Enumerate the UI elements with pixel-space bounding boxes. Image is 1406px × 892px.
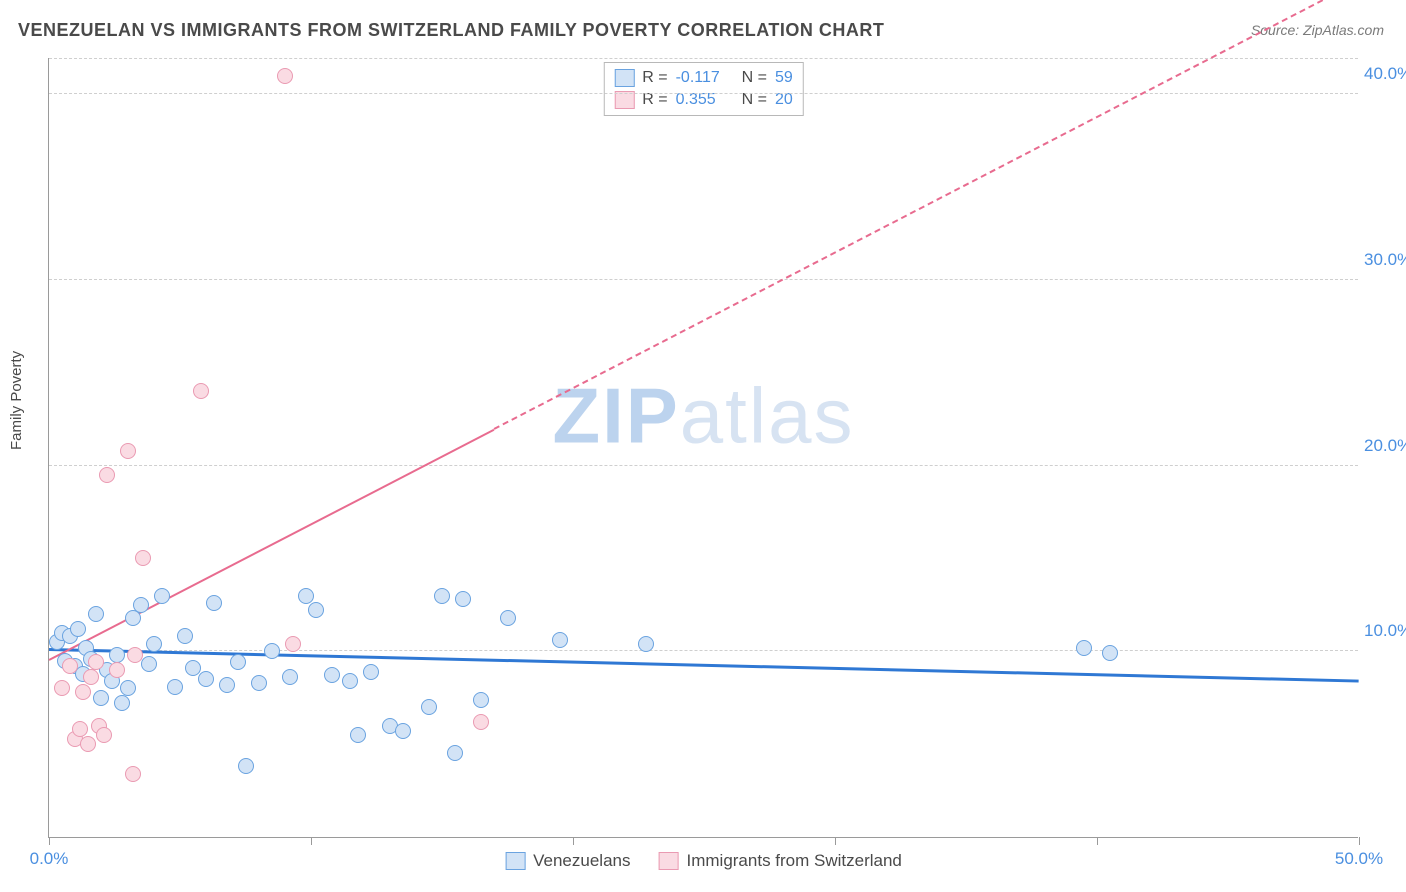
data-point [455, 591, 471, 607]
gridline [49, 58, 1358, 59]
data-point [230, 654, 246, 670]
data-point [125, 766, 141, 782]
plot-area: ZIPatlas R =-0.117N =59R =0.355N =20 Ven… [48, 58, 1358, 838]
data-point [552, 632, 568, 648]
data-point [88, 606, 104, 622]
data-point [135, 550, 151, 566]
data-point [120, 443, 136, 459]
data-point [308, 602, 324, 618]
data-point [167, 679, 183, 695]
watermark-part2: atlas [680, 372, 855, 460]
gridline [49, 93, 1358, 94]
data-point [324, 667, 340, 683]
data-point [434, 588, 450, 604]
y-tick-label: 30.0% [1364, 250, 1406, 270]
data-point [120, 680, 136, 696]
legend-row: R = -0.117 N = 59 [614, 67, 792, 89]
data-point [109, 647, 125, 663]
data-point [70, 621, 86, 637]
data-point [298, 588, 314, 604]
legend-n-label: N = [742, 69, 767, 87]
y-tick-label: 40.0% [1364, 64, 1406, 84]
data-point [62, 658, 78, 674]
chart-title: VENEZUELAN VS IMMIGRANTS FROM SWITZERLAN… [18, 20, 884, 41]
data-point [1076, 640, 1092, 656]
legend-r-label: R = [642, 69, 667, 87]
data-point [80, 736, 96, 752]
data-point [500, 610, 516, 626]
data-point [114, 695, 130, 711]
data-point [638, 636, 654, 652]
data-point [193, 383, 209, 399]
gridline [49, 650, 1358, 651]
y-axis-label: Family Poverty [8, 351, 25, 450]
data-point [83, 669, 99, 685]
correlation-legend: R =-0.117N =59R =0.355N =20 [603, 62, 803, 116]
y-tick-label: 10.0% [1364, 621, 1406, 641]
x-tick [573, 837, 574, 845]
legend-label: Immigrants from Switzerland [686, 851, 901, 871]
data-point [282, 669, 298, 685]
x-tick [1359, 837, 1360, 845]
data-point [219, 677, 235, 693]
x-tick [49, 837, 50, 845]
x-tick-label: 0.0% [30, 849, 69, 869]
data-point [99, 467, 115, 483]
data-point [177, 628, 193, 644]
watermark-part1: ZIP [552, 372, 679, 460]
legend-swatch [614, 69, 634, 87]
legend-r-value: -0.117 [676, 69, 734, 87]
data-point [238, 758, 254, 774]
gridline [49, 279, 1358, 280]
data-point [127, 647, 143, 663]
data-point [350, 727, 366, 743]
data-point [473, 714, 489, 730]
legend-swatch [658, 852, 678, 870]
data-point [206, 595, 222, 611]
data-point [75, 684, 91, 700]
data-point [277, 68, 293, 84]
data-point [264, 643, 280, 659]
data-point [251, 675, 267, 691]
data-point [473, 692, 489, 708]
data-point [141, 656, 157, 672]
data-point [109, 662, 125, 678]
data-point [447, 745, 463, 761]
x-tick [1097, 837, 1098, 845]
data-point [96, 727, 112, 743]
data-point [88, 654, 104, 670]
data-point [146, 636, 162, 652]
trend-line [49, 648, 1359, 683]
data-point [342, 673, 358, 689]
legend-swatch [505, 852, 525, 870]
legend-item: Venezuelans [505, 851, 630, 871]
data-point [133, 597, 149, 613]
data-point [395, 723, 411, 739]
data-point [93, 690, 109, 706]
data-point [54, 680, 70, 696]
legend-n-value: 59 [775, 69, 793, 87]
data-point [421, 699, 437, 715]
data-point [1102, 645, 1118, 661]
x-tick [835, 837, 836, 845]
y-tick-label: 20.0% [1364, 436, 1406, 456]
data-point [154, 588, 170, 604]
legend-item: Immigrants from Switzerland [658, 851, 901, 871]
data-point [72, 721, 88, 737]
trend-line [49, 428, 495, 660]
data-point [285, 636, 301, 652]
data-point [363, 664, 379, 680]
gridline [49, 465, 1358, 466]
x-tick [311, 837, 312, 845]
x-tick-label: 50.0% [1335, 849, 1383, 869]
series-legend: Venezuelans Immigrants from Switzerland [505, 851, 902, 871]
data-point [198, 671, 214, 687]
legend-label: Venezuelans [533, 851, 630, 871]
watermark: ZIPatlas [552, 371, 854, 462]
